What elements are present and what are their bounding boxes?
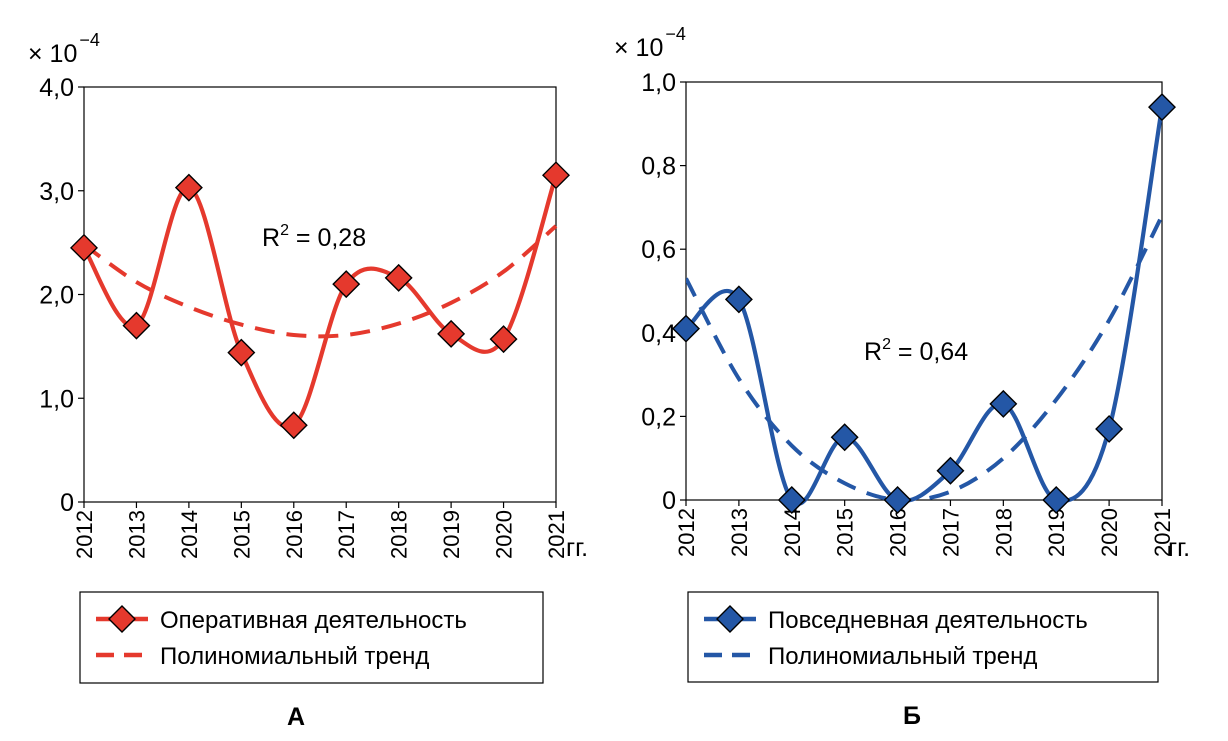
y-multiplier-exponent: −4 [79, 30, 100, 50]
data-point [936, 456, 965, 485]
legend-box [687, 591, 1159, 683]
data-point [384, 263, 413, 292]
r2-letter: R [262, 224, 280, 252]
r2-superscript: 2 [280, 222, 289, 239]
data-point [489, 325, 518, 354]
x-tick-label: 2016 [886, 508, 911, 557]
r2-superscript: 2 [882, 336, 891, 353]
legend-label: Полиномиальный тренд [768, 643, 1037, 670]
r2-annotation: R2 = 0,64 [864, 336, 968, 366]
data-point [830, 423, 859, 452]
x-tick-label: 2017 [334, 510, 359, 559]
y-tick-label: 4,0 [39, 74, 74, 102]
panel-label: Б [903, 702, 921, 730]
x-unit-label: гг. [566, 534, 588, 562]
data-point [672, 314, 700, 343]
r2-letter: R [864, 338, 882, 366]
x-tick-label: 2015 [833, 508, 858, 557]
x-tick-label: 2014 [177, 510, 202, 559]
x-tick-label: 2012 [674, 508, 699, 557]
x-tick-label: 2019 [439, 510, 464, 559]
chart-b: 0 0,2 0,4 0,6 0,8 1,0 2012 2013 2014 2015 2016 2017… [614, 24, 1190, 730]
chart-a: 0 1,0 2,0 3,0 4,0 2012 2013 2014 2015 2016 2017 201… [28, 30, 588, 731]
plot-area [685, 81, 1163, 501]
data-point [437, 319, 466, 348]
data-point [174, 173, 203, 202]
x-tick-label: 2013 [727, 508, 752, 557]
x-tick-label: 2013 [124, 510, 149, 559]
legend-box [79, 591, 544, 684]
data-point [989, 389, 1018, 418]
y-tick-label: 0,2 [641, 403, 676, 431]
r2-value: = 0,28 [289, 224, 366, 252]
x-tick-label: 2019 [1044, 508, 1069, 557]
y-tick-label: 1,0 [39, 385, 74, 413]
data-point [122, 311, 151, 340]
y-multiplier-base: × 10 [28, 40, 77, 68]
panel-label: А [287, 703, 305, 731]
legend-label: Оперативная деятельность [160, 607, 467, 634]
legend-diamond-swatch [108, 605, 136, 633]
x-tick-label: 2021 [1150, 508, 1175, 557]
y-tick-label: 3,0 [39, 178, 74, 206]
trend-line [686, 214, 1162, 500]
data-line [82, 174, 559, 430]
y-multiplier-exponent: −4 [665, 24, 686, 44]
y-tick-label: 0 [662, 487, 676, 515]
x-tick-label: 2017 [938, 508, 963, 557]
r2-value: = 0,64 [891, 338, 968, 366]
data-point [777, 486, 806, 514]
x-unit-label: гг. [1168, 534, 1190, 562]
data-point [227, 338, 256, 367]
y-multiplier: × 10 −4 [614, 24, 686, 62]
x-tick-label: 2016 [282, 510, 307, 559]
plot-area [83, 86, 557, 503]
data-point [542, 161, 570, 190]
data-line [684, 106, 1165, 506]
y-multiplier-base: × 10 [614, 34, 663, 62]
data-point [1042, 486, 1071, 514]
trend-line [82, 224, 558, 339]
data-point [332, 270, 361, 299]
x-tick-label: 2018 [387, 510, 412, 559]
y-tick-label: 2,0 [39, 282, 74, 310]
legend-diamond-swatch [716, 605, 744, 633]
data-point [70, 233, 98, 262]
x-tick-label: 2020 [1097, 508, 1122, 557]
data-point [883, 486, 912, 514]
x-tick-label: 2012 [72, 510, 97, 559]
x-tick-label: 2020 [492, 510, 517, 559]
r2-annotation: R2 = 0,28 [262, 222, 366, 252]
data-point [1095, 414, 1124, 443]
data-point [724, 285, 753, 314]
x-tick-label: 2015 [229, 510, 254, 559]
x-tick-label: 2021 [544, 510, 569, 559]
legend-label: Полиномиальный тренд [160, 643, 429, 670]
y-multiplier: × 10 −4 [28, 30, 100, 68]
x-tick-label: 2014 [780, 508, 805, 557]
x-tick-label: 2018 [991, 508, 1016, 557]
legend-label: Повседневная деятельность [768, 607, 1088, 634]
y-tick-label: 1,0 [641, 69, 676, 97]
y-tick-label: 0,6 [641, 236, 676, 264]
data-point [279, 411, 308, 440]
y-tick-label: 0,4 [641, 320, 676, 348]
y-tick-label: 0 [60, 489, 74, 517]
y-tick-label: 0,8 [641, 153, 676, 181]
data-point [1148, 93, 1176, 122]
